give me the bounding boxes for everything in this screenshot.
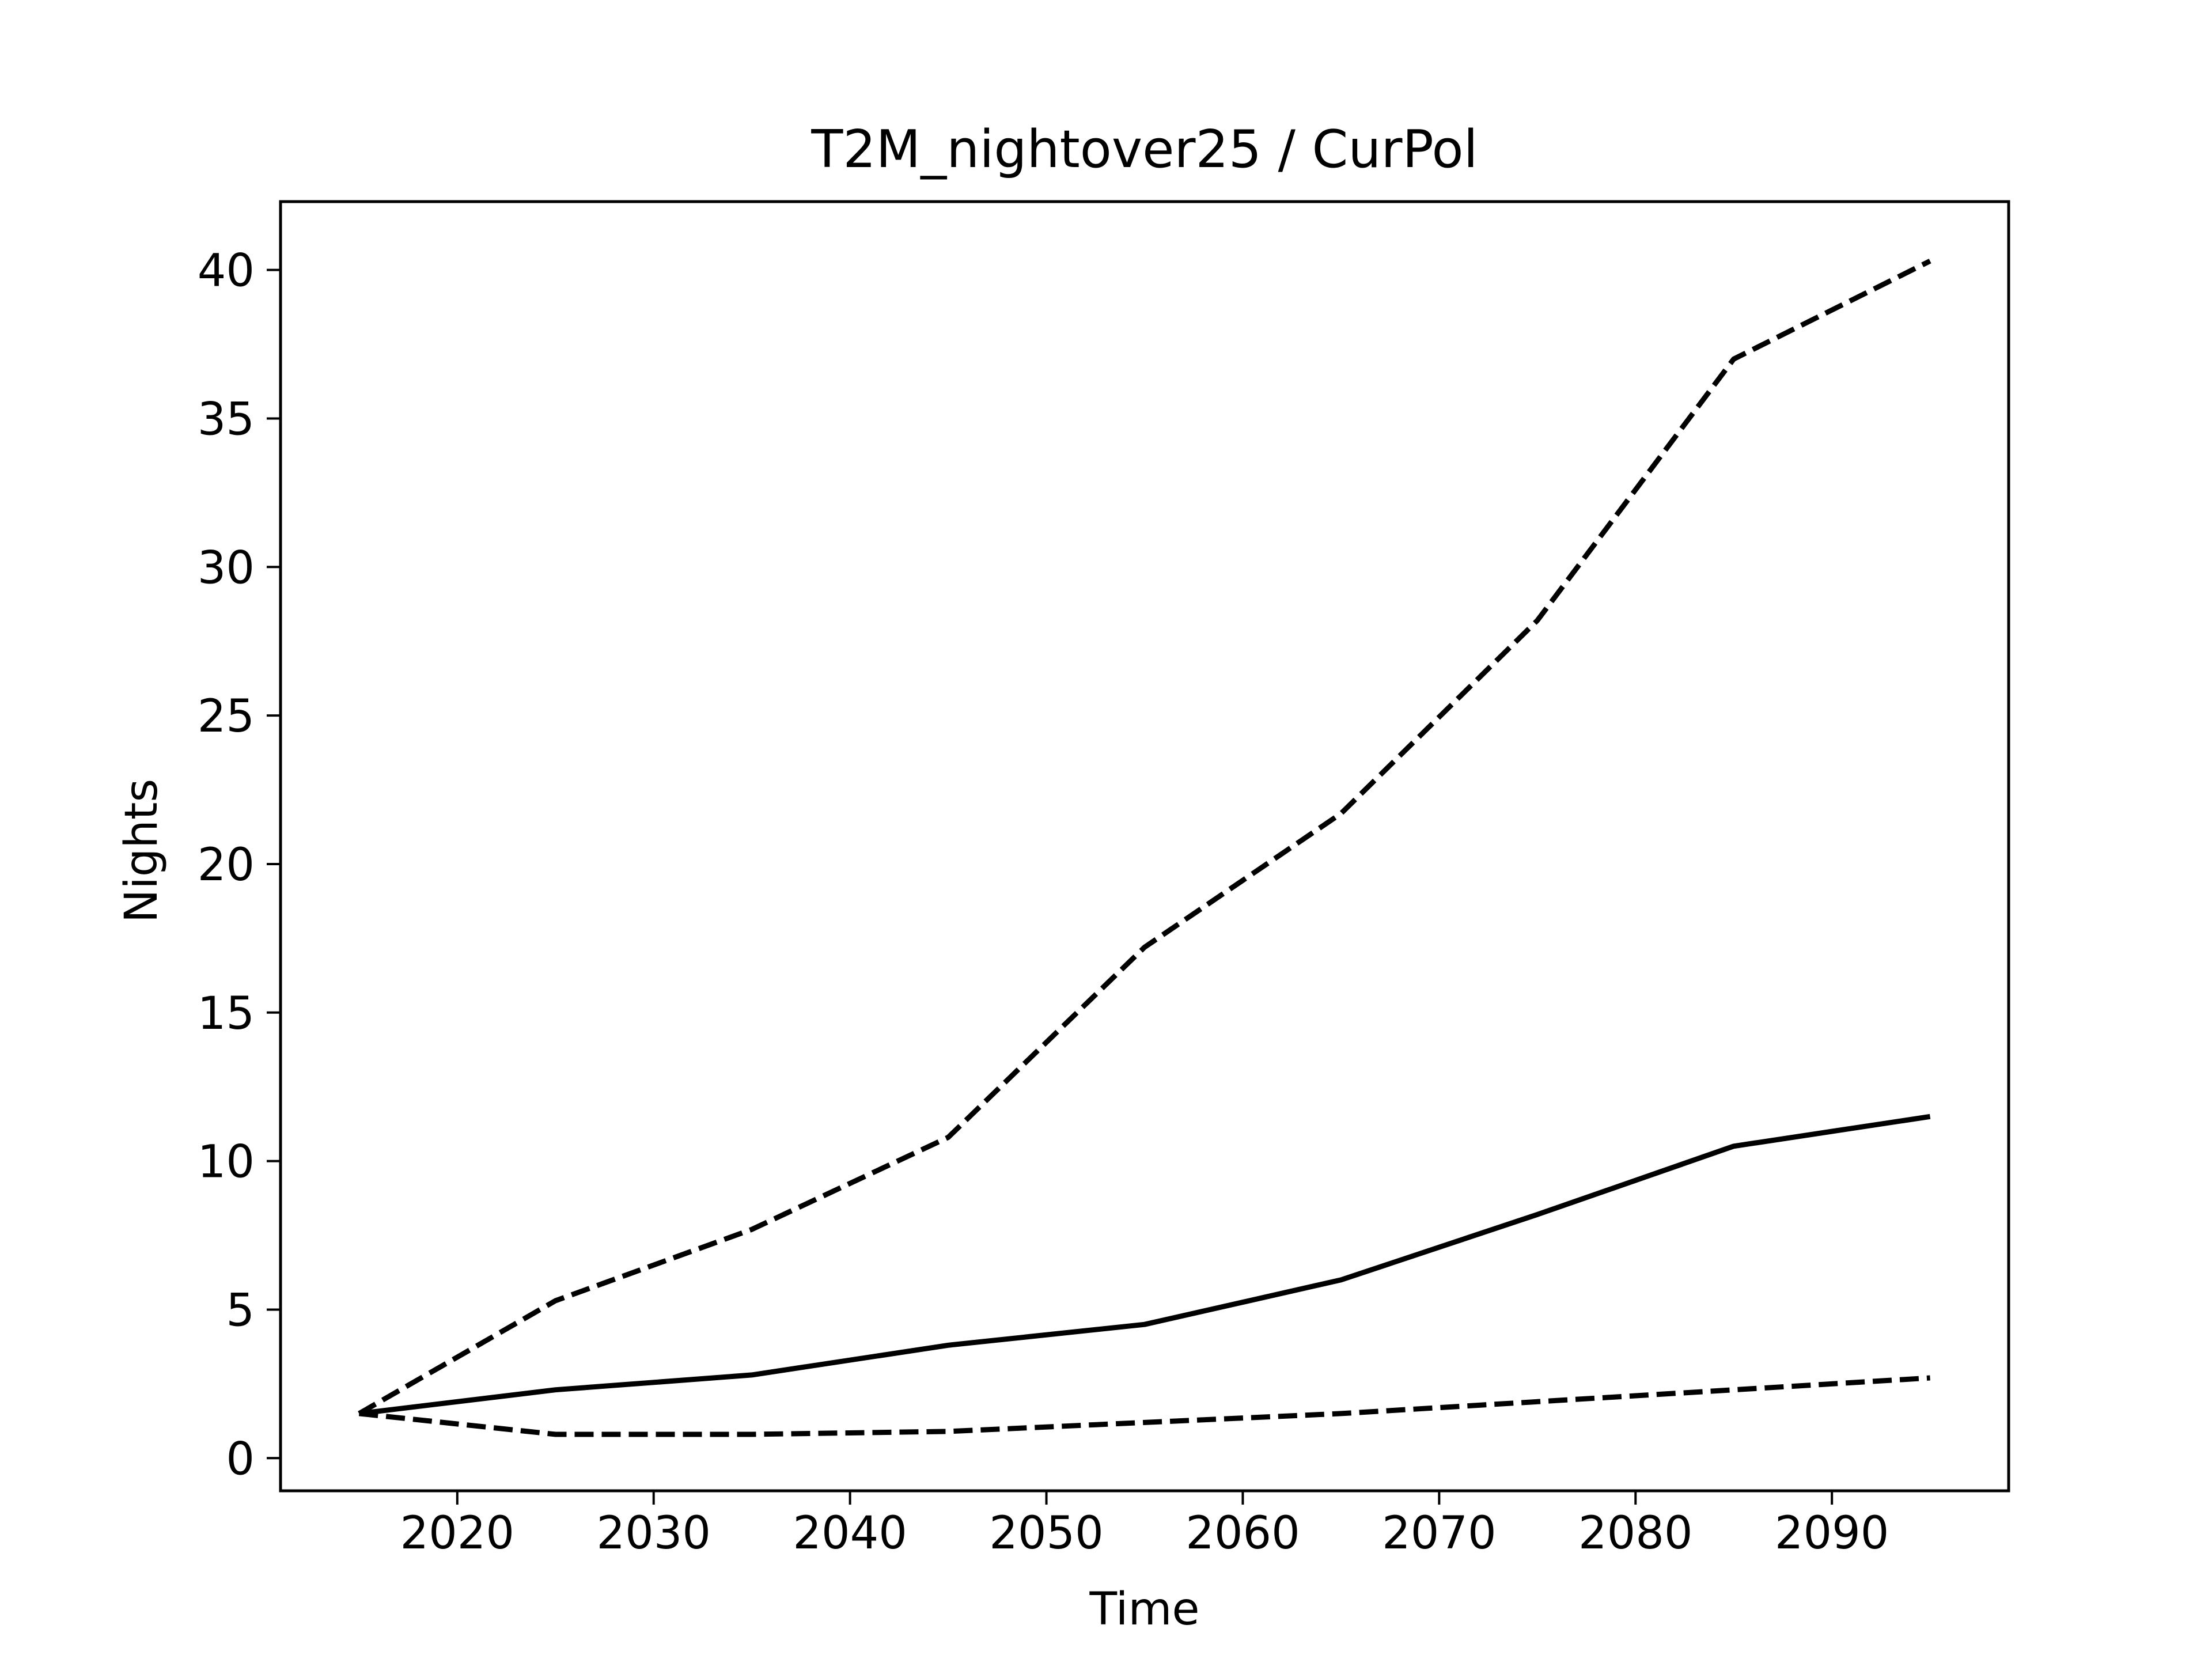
x-tick-label-2040: 2040 xyxy=(793,1508,907,1559)
x-tick-label-2050: 2050 xyxy=(989,1508,1104,1559)
y-tick-label-35: 35 xyxy=(198,393,255,445)
x-tick-label-2020: 2020 xyxy=(400,1508,515,1559)
series-line-1 xyxy=(358,259,1931,1416)
y-axis-label: Nights xyxy=(116,779,168,923)
y-tick-label-10: 10 xyxy=(198,1137,255,1188)
x-axis-label: Time xyxy=(1089,1584,1200,1635)
y-tick-label-30: 30 xyxy=(198,542,255,594)
y-tick-label-25: 25 xyxy=(198,691,255,743)
plot-area: 2020 2030 2040 2050 2060 2070 2080 209005101520… xyxy=(198,200,2010,1559)
x-tick-label-2060: 2060 xyxy=(1185,1508,1300,1559)
x-tick-label-2030: 2030 xyxy=(596,1508,711,1559)
chart-title: T2M_nightover25 / CurPol xyxy=(810,119,1478,180)
series-line-3 xyxy=(358,1375,1930,1437)
x-tick-label-2090: 2090 xyxy=(1775,1508,1889,1559)
axes-frame xyxy=(279,200,2010,1493)
y-tick-label-40: 40 xyxy=(198,245,255,297)
x-tick-label-2070: 2070 xyxy=(1382,1508,1497,1559)
y-tick-label-15: 15 xyxy=(198,988,255,1040)
y-tick-label-20: 20 xyxy=(198,839,255,891)
x-tick-label-2080: 2080 xyxy=(1578,1508,1693,1559)
y-tick-label-5: 5 xyxy=(226,1285,255,1336)
series-line-2 xyxy=(358,1113,1931,1416)
y-tick-label-0: 0 xyxy=(226,1433,255,1485)
